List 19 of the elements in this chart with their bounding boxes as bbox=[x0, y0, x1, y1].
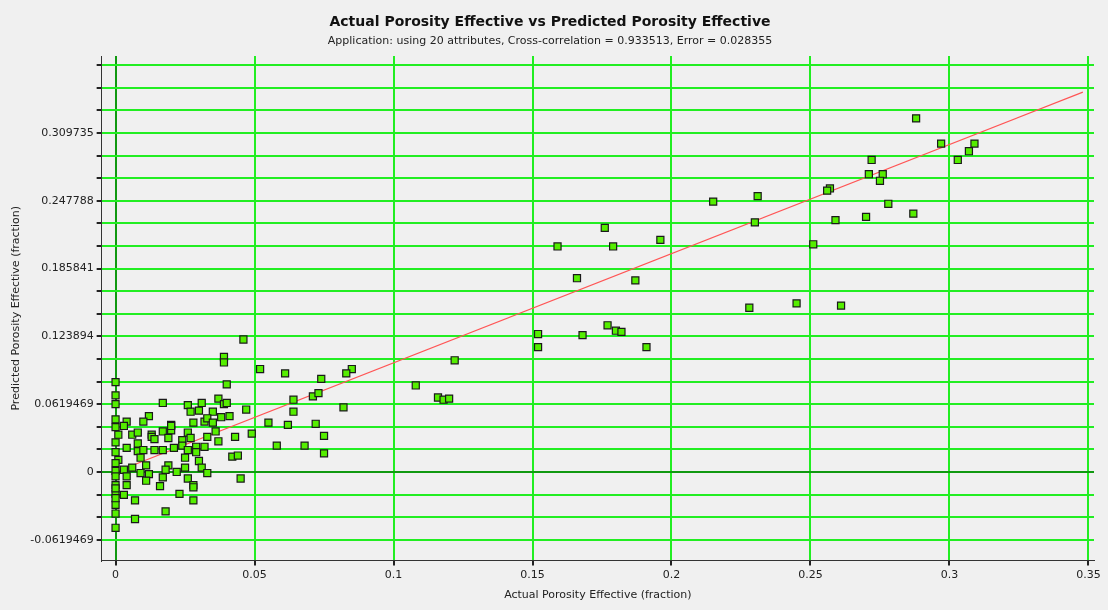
y-tick-label: 0.309735 bbox=[41, 125, 94, 139]
y-tick-label: 0 bbox=[86, 464, 94, 478]
y-tick-label: 0.123894 bbox=[41, 329, 94, 343]
x-tick-label: 0.05 bbox=[242, 568, 267, 582]
x-tick-label: 0.3 bbox=[940, 568, 959, 582]
y-tick-label: 0.185841 bbox=[41, 261, 94, 275]
x-tick-label: 0 bbox=[112, 568, 120, 582]
x-tick-label: 0.2 bbox=[662, 568, 681, 582]
chart-title: Actual Porosity Effective vs Predicted Porosity Effective bbox=[329, 13, 771, 30]
y-axis-title: Predicted Porosity Effective (fraction) bbox=[9, 206, 23, 411]
y-tick-label: -0.0619469 bbox=[30, 532, 94, 546]
y-tick-label: 0.247788 bbox=[41, 193, 94, 207]
x-tick-label: 0.15 bbox=[520, 568, 545, 582]
x-axis-title: Actual Porosity Effective (fraction) bbox=[504, 588, 692, 602]
x-tick-label: 0.1 bbox=[384, 568, 403, 582]
x-tick-label: 0.35 bbox=[1076, 568, 1101, 582]
x-tick-label: 0.25 bbox=[798, 568, 823, 582]
y-tick-label: 0.0619469 bbox=[34, 396, 94, 410]
chart-subtitle: Application: using 20 attributes, Cross-correlation = 0.933513, Error = 0.028355 bbox=[327, 34, 773, 48]
